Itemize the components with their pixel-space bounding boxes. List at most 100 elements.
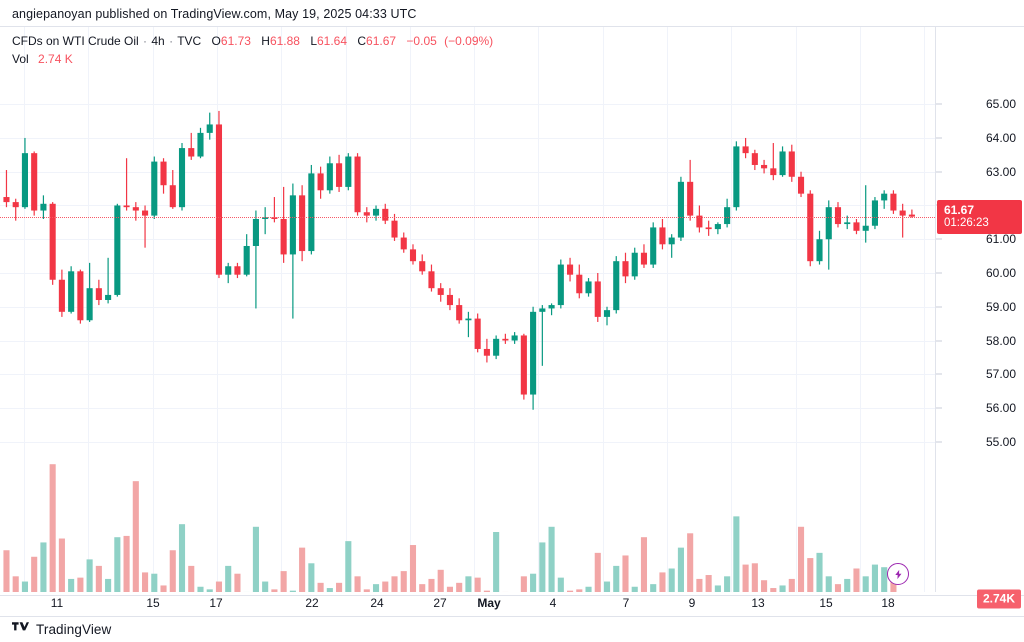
candle-body (465, 318, 472, 321)
published-byline: angiepanoyan published on TradingView.co… (12, 7, 417, 21)
price-tick-dash (936, 103, 942, 105)
volume-bar (123, 535, 130, 592)
price-tick-dash (936, 272, 942, 274)
volume-bar (862, 576, 869, 592)
gridline-horizontal (0, 374, 935, 376)
volume-bar (326, 588, 333, 592)
candle-wick (190, 132, 192, 160)
candle-body (419, 261, 426, 272)
candle-body (40, 203, 47, 211)
candle-body (206, 124, 213, 133)
candle-wick (15, 198, 17, 221)
volume-bar (622, 555, 629, 592)
candle-body (687, 181, 694, 216)
volume-bar (733, 516, 740, 592)
candle-body (659, 227, 666, 245)
legend-symbol[interactable]: CFDs on WTI Crude Oil (12, 34, 139, 48)
volume-bar (40, 542, 47, 592)
gridline-vertical (153, 27, 154, 592)
price-tick-dash (936, 171, 942, 173)
candle-wick (125, 158, 128, 211)
plot-area[interactable] (0, 27, 935, 592)
volume-bar (409, 545, 417, 592)
candle-body (289, 195, 296, 255)
candle-body (188, 148, 195, 157)
candle-body (446, 294, 453, 306)
candle-body (594, 281, 601, 317)
candle-body (12, 202, 19, 208)
volume-bar (262, 581, 269, 592)
candle-body (474, 318, 481, 349)
volume-bar (400, 571, 407, 592)
volume-bar (363, 589, 370, 592)
candle-body (31, 153, 38, 211)
candle-body (557, 264, 564, 306)
candle-body (844, 222, 851, 225)
gridline-horizontal (0, 408, 935, 410)
legend-exchange: TVC (177, 34, 202, 48)
volume-bar (668, 568, 675, 592)
time-axis[interactable]: 11 15 17 22 24 27 May 4 7 9 13 15 18 (0, 591, 1024, 617)
price-tick-label: 63.00 (985, 164, 1016, 179)
legend-low-value: 61.64 (317, 34, 348, 48)
candle-body (299, 195, 306, 252)
legend-close-label: C (357, 34, 367, 48)
volume-bar (659, 572, 666, 592)
volume-bar (345, 541, 352, 592)
candle-body (761, 164, 768, 169)
volume-bar (86, 559, 93, 592)
volume-bar (308, 563, 315, 592)
time-tick-label: 27 (433, 596, 447, 610)
volume-bar (585, 586, 592, 592)
volume-bar (252, 526, 259, 592)
volume-bar (419, 584, 426, 592)
gridline-vertical (24, 27, 25, 592)
volume-value-badge: 2.74K (976, 589, 1021, 609)
time-tick-label: 15 (146, 596, 160, 610)
candle-body (234, 266, 241, 275)
volume-bar (520, 576, 527, 592)
volume-bar (391, 576, 398, 592)
volume-bar (114, 537, 121, 592)
candle-body (363, 212, 370, 216)
volume-bar (299, 547, 306, 592)
volume-bar (816, 552, 823, 592)
volume-bar (188, 565, 195, 592)
volume-bar (169, 550, 176, 592)
volume-bar (724, 576, 731, 592)
gridline-horizontal (0, 171, 935, 173)
candle-body (49, 203, 56, 280)
legend-volume-row: Vol 2.74 K (12, 51, 493, 67)
candle-body (603, 310, 611, 317)
gridline-horizontal (0, 441, 935, 443)
candle-body (871, 200, 878, 226)
lightning-bolt-icon[interactable] (887, 563, 909, 585)
volume-bar (160, 585, 167, 592)
candle-body (326, 163, 333, 191)
candle-body (225, 266, 232, 275)
price-tick-label: 59.00 (985, 299, 1016, 314)
legend-interval[interactable]: 4h (151, 34, 165, 48)
time-tick-label: 11 (50, 596, 64, 610)
volume-bar (197, 586, 204, 592)
tradingview-brand-label: TradingView (36, 621, 112, 637)
volume-bar (567, 590, 574, 592)
candle-wick (671, 234, 673, 258)
legend-separator-2: · (169, 34, 174, 48)
candle-body (354, 156, 361, 213)
candle-body (123, 205, 130, 208)
current-price-badge: 61.67 01:26:23 (937, 199, 1022, 234)
candle-body (409, 249, 417, 262)
price-axis[interactable]: 65.0064.0063.0062.0061.0060.0059.0058.00… (935, 27, 1024, 609)
gridline-vertical (346, 27, 347, 592)
volume-bar (677, 547, 684, 592)
gridline-horizontal (0, 104, 935, 106)
current-price-line (0, 216, 935, 218)
volume-bar (834, 584, 842, 592)
candle-body (890, 193, 897, 211)
legend-open-label: O (211, 34, 221, 48)
candle-wick (107, 257, 109, 304)
candle-body (483, 348, 490, 356)
volume-bar (742, 564, 749, 592)
gridline-vertical (217, 27, 218, 592)
